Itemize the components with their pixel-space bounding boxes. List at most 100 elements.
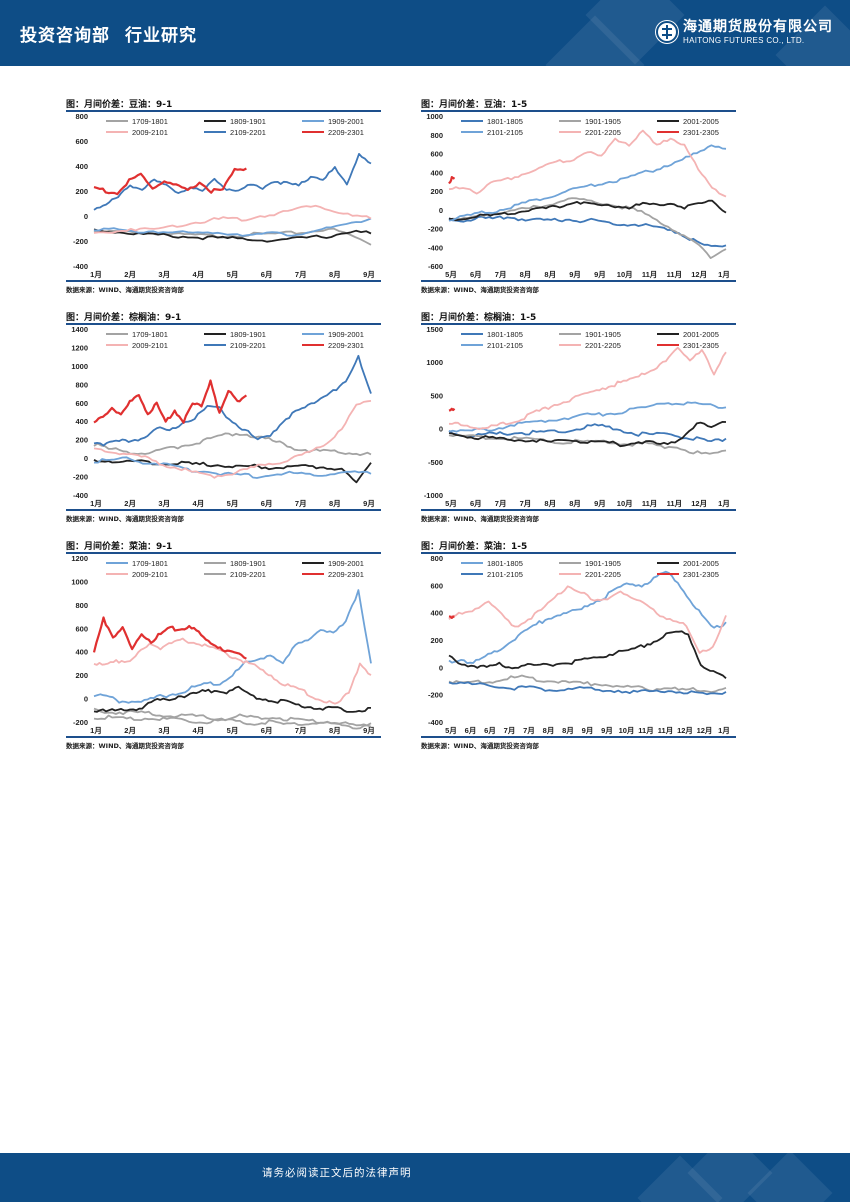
y-tick-label: 200 — [430, 636, 443, 645]
y-tick-label: -400 — [73, 262, 88, 271]
y-tick-label: 200 — [75, 436, 88, 445]
series-line-1801-1805 — [448, 215, 727, 248]
x-tick-label: 5月 — [445, 499, 457, 508]
y-tick-label: 400 — [430, 168, 443, 177]
x-tick-label: 9月 — [363, 270, 375, 279]
x-tick-label: 7月 — [504, 726, 516, 735]
legend-label: 2209-2301 — [328, 128, 364, 137]
series-line-1809-1901 — [93, 459, 372, 484]
chart-panel-soyoil-9-1: 图：月间价差：豆油：9-1 -400 -200 0 200 400 600 800 1月 2月 3… — [66, 97, 381, 297]
line-chart: -600 -400 -200 0 200 400 600 800 1000 5月 6月 7月 8月 8月 9… — [426, 112, 730, 279]
series-line-2209-2301 — [93, 379, 248, 424]
x-tick-label: 11月 — [667, 270, 682, 279]
y-tick-label: 600 — [430, 581, 443, 590]
y-tick-label: -500 — [428, 458, 443, 467]
x-tick-label: 3月 — [158, 499, 170, 508]
series-line-2201-2205 — [448, 129, 727, 198]
legend-label: 1901-1905 — [585, 559, 621, 568]
y-tick-label: 400 — [75, 162, 88, 171]
chart-panel-palmoil-1-5: 图：月间价差：棕榈油：1-5 -1000 -500 0 500 1000 1500 5月 6月… — [421, 310, 736, 525]
chart-panel-soyoil-1-5: 图：月间价差：豆油：1-5 -600 -400 -200 0 200 400 600 800 1… — [421, 97, 736, 297]
y-tick-label: 200 — [75, 187, 88, 196]
y-tick-label: 800 — [75, 601, 88, 610]
legend-label: 2109-2201 — [230, 128, 266, 137]
chart-title: 图：月间价差：棕榈油：1-5 — [421, 313, 537, 323]
chart-panel-palmoil-9-1: 图：月间价差：棕榈油：9-1 -400 -200 0 200 400 600 800 1000… — [66, 310, 381, 525]
y-tick-label: 1000 — [426, 112, 443, 121]
chart-title: 图：月间价差：棕榈油：9-1 — [66, 313, 182, 323]
x-tick-label: 8月 — [329, 270, 341, 279]
series-line-2209-2301 — [92, 616, 247, 660]
series-line-2109-2201 — [93, 714, 372, 730]
y-tick-label: -1000 — [424, 491, 443, 500]
x-tick-label: 9月 — [594, 270, 606, 279]
y-tick-label: 1200 — [71, 554, 88, 563]
series-line-2001-2005 — [448, 199, 727, 222]
legal-disclaimer: 请务必阅读正文后的法律声明 — [262, 1167, 412, 1179]
series-line-2201-2205 — [448, 346, 727, 431]
x-tick-label: 2月 — [124, 726, 136, 735]
y-tick-label: 1000 — [426, 358, 443, 367]
x-tick-label: 9月 — [363, 499, 375, 508]
y-tick-label: 1000 — [71, 362, 88, 371]
legend-label: 2009-2101 — [132, 128, 168, 137]
y-tick-label: 200 — [430, 187, 443, 196]
legend-label: 2001-2005 — [683, 330, 719, 339]
y-tick-label: -200 — [73, 718, 88, 727]
x-tick-label: 1月 — [718, 726, 730, 735]
x-tick-label: 7月 — [520, 499, 532, 508]
legend-label: 1809-1901 — [230, 117, 266, 126]
x-tick-label: 8月 — [543, 726, 555, 735]
x-tick-label: 1月 — [90, 499, 102, 508]
legend-label: 2301-2305 — [683, 341, 719, 350]
y-tick-label: 0 — [439, 663, 443, 672]
line-chart: -200 0 200 400 600 800 1000 1200 1月 2月 3月 4月 5月 6月 7月 8… — [71, 554, 375, 735]
y-tick-label: 600 — [75, 624, 88, 633]
x-tick-label: 8月 — [544, 270, 556, 279]
legend-label: 1709-1801 — [132, 330, 168, 339]
legend-label: 1801-1805 — [487, 330, 523, 339]
x-tick-label: 9月 — [594, 499, 606, 508]
legend-label: 1809-1901 — [230, 330, 266, 339]
x-tick-label: 1月 — [718, 270, 730, 279]
y-tick-label: -400 — [428, 243, 443, 252]
y-tick-label: 600 — [75, 137, 88, 146]
chart-source: 数据来源：WIND、海通期货投资咨询部 — [66, 742, 184, 750]
x-tick-label: 10月 — [619, 726, 635, 735]
y-tick-label: 0 — [84, 695, 88, 704]
x-tick-label: 5月 — [227, 499, 239, 508]
x-tick-label: 7月 — [295, 499, 307, 508]
chart-panel-rapeoil-9-1: 图：月间价差：菜油：9-1 -200 0 200 400 600 800 1000 1200 1… — [66, 539, 381, 754]
y-tick-label: 0 — [84, 454, 88, 463]
chart-source: 数据来源：WIND、海通期货投资咨询部 — [66, 286, 184, 294]
legend-label: 2209-2301 — [328, 341, 364, 350]
y-tick-label: 400 — [430, 609, 443, 618]
x-tick-label: 5月 — [227, 270, 239, 279]
series-line-1709-1801 — [93, 432, 372, 457]
legend-label: 1709-1801 — [132, 559, 168, 568]
legend-label: 1709-1801 — [132, 117, 168, 126]
y-tick-label: 0 — [84, 212, 88, 221]
series-line-1901-1905 — [448, 197, 727, 260]
legend-label: 2101-2105 — [487, 341, 523, 350]
y-tick-label: 800 — [430, 131, 443, 140]
x-tick-label: 12月 — [677, 726, 693, 735]
legend-label: 2001-2005 — [683, 117, 719, 126]
y-tick-label: -200 — [428, 225, 443, 234]
x-tick-label: 6月 — [484, 726, 496, 735]
x-tick-label: 1月 — [90, 726, 102, 735]
chart-source: 数据来源：WIND、海通期货投资咨询部 — [421, 515, 539, 523]
x-tick-label: 8月 — [520, 270, 532, 279]
x-tick-label: 8月 — [329, 499, 341, 508]
legend-label: 1901-1905 — [585, 117, 621, 126]
series-line-1709-1801 — [93, 589, 372, 704]
legend-label: 1801-1805 — [487, 559, 523, 568]
x-tick-label: 4月 — [193, 499, 205, 508]
x-tick-label: 5月 — [445, 270, 457, 279]
x-tick-label: 9月 — [363, 726, 375, 735]
x-tick-label: 1月 — [718, 499, 730, 508]
y-tick-label: 500 — [430, 391, 443, 400]
y-tick-label: -400 — [73, 491, 88, 500]
x-tick-label: 1月 — [90, 270, 102, 279]
series-line-2101-2105 — [448, 144, 727, 222]
